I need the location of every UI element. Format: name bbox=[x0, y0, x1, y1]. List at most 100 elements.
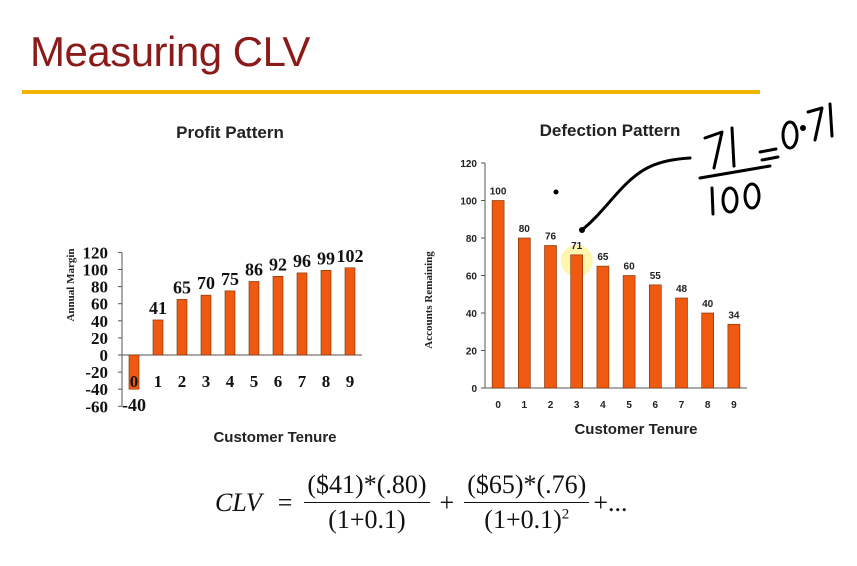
data-label: 65 bbox=[597, 252, 609, 263]
term-1-denominator: (1+0.1) bbox=[328, 505, 406, 534]
data-label: 76 bbox=[545, 232, 557, 243]
y-tick-label: 0 bbox=[100, 346, 109, 365]
data-label: 40 bbox=[702, 299, 714, 310]
x-tick-label: 2 bbox=[178, 372, 187, 391]
data-label: 55 bbox=[650, 271, 662, 282]
data-label: 70 bbox=[197, 273, 215, 293]
data-label: -40 bbox=[122, 395, 146, 415]
data-label: 41 bbox=[149, 298, 167, 318]
y-tick-label: 100 bbox=[460, 197, 477, 208]
bar bbox=[517, 237, 531, 389]
x-tick-label: 0 bbox=[495, 400, 501, 411]
data-label: 86 bbox=[245, 259, 263, 279]
term-2-exponent: 2 bbox=[561, 506, 570, 523]
handwritten-annotation bbox=[553, 102, 834, 233]
bar bbox=[128, 354, 140, 390]
x-tick-label: 0 bbox=[130, 372, 139, 391]
x-tick-label: 4 bbox=[600, 400, 606, 411]
bar bbox=[622, 275, 636, 389]
y-tick-label: 120 bbox=[83, 243, 109, 262]
stray-ink-mark bbox=[553, 189, 559, 195]
x-tick-label: 9 bbox=[346, 372, 355, 391]
y-tick-label: 60 bbox=[466, 272, 478, 283]
formula-lhs: CLV bbox=[215, 487, 262, 517]
title-divider bbox=[22, 90, 760, 94]
term-2-denominator-wrap: (1+0.1)2 bbox=[484, 503, 569, 535]
x-tick-label: 6 bbox=[653, 400, 659, 411]
data-label: 48 bbox=[676, 284, 688, 295]
bar bbox=[200, 294, 212, 356]
x-axis-label: Customer Tenure bbox=[574, 421, 697, 438]
x-tick-label: 4 bbox=[226, 372, 235, 391]
y-axis-label: Annual Margin bbox=[65, 248, 77, 321]
slide-title: Measuring CLV bbox=[30, 28, 310, 75]
data-label: 71 bbox=[571, 241, 583, 252]
y-tick-label: -20 bbox=[85, 363, 108, 382]
bar bbox=[320, 270, 332, 356]
bar bbox=[701, 312, 715, 389]
bar bbox=[344, 267, 356, 356]
bar bbox=[272, 276, 284, 356]
data-label: 80 bbox=[519, 224, 531, 235]
y-tick-label: 100 bbox=[83, 261, 109, 280]
chart-title: Defection Pattern bbox=[540, 121, 681, 140]
bar bbox=[296, 272, 308, 356]
y-tick-label: 60 bbox=[91, 295, 108, 314]
bar bbox=[544, 245, 557, 389]
data-label: 92 bbox=[269, 254, 287, 274]
handwritten-fraction bbox=[698, 102, 834, 216]
data-label: 65 bbox=[173, 277, 191, 297]
x-tick-label: 3 bbox=[574, 400, 580, 411]
annotation-connector bbox=[580, 156, 692, 232]
data-label: 96 bbox=[293, 251, 311, 271]
data-label: 100 bbox=[490, 187, 507, 198]
y-tick-label: 40 bbox=[466, 309, 478, 320]
x-tick-label: 5 bbox=[250, 372, 259, 391]
formula-plus: + bbox=[439, 487, 455, 517]
x-tick-label: 3 bbox=[202, 372, 211, 391]
y-tick-label: 80 bbox=[91, 278, 108, 297]
x-tick-label: 7 bbox=[679, 400, 685, 411]
x-tick-label: 9 bbox=[731, 400, 737, 411]
term-1-numerator: ($41)*(.80) bbox=[304, 470, 430, 503]
data-label: 34 bbox=[728, 310, 740, 321]
formula-term-2: ($65)*(.76) (1+0.1)2 bbox=[464, 470, 590, 535]
bar bbox=[224, 290, 236, 356]
bar bbox=[491, 200, 505, 389]
x-tick-label: 1 bbox=[522, 400, 528, 411]
y-tick-label: -60 bbox=[85, 397, 108, 416]
bar bbox=[675, 297, 688, 389]
bar bbox=[727, 323, 741, 389]
x-tick-label: 1 bbox=[154, 372, 163, 391]
formula-equals: = bbox=[277, 487, 293, 517]
defection-pattern-chart: Defection Pattern12010080604020010008017… bbox=[423, 121, 747, 438]
y-tick-label: 80 bbox=[466, 234, 478, 245]
bar bbox=[596, 265, 610, 389]
y-tick-label: 120 bbox=[460, 159, 477, 170]
chart-title: Profit Pattern bbox=[176, 123, 284, 142]
data-label: 75 bbox=[221, 269, 239, 289]
y-tick-label: -40 bbox=[85, 380, 108, 399]
x-tick-label: 8 bbox=[705, 400, 711, 411]
x-tick-label: 2 bbox=[548, 400, 554, 411]
y-tick-label: 40 bbox=[91, 312, 108, 331]
bar bbox=[152, 319, 164, 356]
bar bbox=[648, 284, 662, 389]
x-tick-label: 8 bbox=[322, 372, 331, 391]
clv-formula: CLV = ($41)*(.80) (1+0.1) + ($65)*(.76) … bbox=[215, 470, 628, 535]
x-tick-label: 5 bbox=[626, 400, 632, 411]
term-2-numerator: ($65)*(.76) bbox=[464, 470, 590, 503]
y-tick-label: 0 bbox=[471, 384, 477, 395]
x-axis-label: Customer Tenure bbox=[213, 429, 336, 446]
y-tick-label: 20 bbox=[91, 329, 108, 348]
data-label: 60 bbox=[624, 262, 636, 273]
formula-term-1: ($41)*(.80) (1+0.1) bbox=[304, 470, 430, 535]
bar bbox=[176, 299, 188, 356]
data-label: 102 bbox=[337, 246, 364, 266]
term-2-denominator: (1+0.1) bbox=[484, 505, 562, 534]
y-axis-label: Accounts Remaining bbox=[423, 251, 435, 349]
formula-tail: +... bbox=[593, 487, 628, 517]
x-tick-label: 7 bbox=[298, 372, 307, 391]
